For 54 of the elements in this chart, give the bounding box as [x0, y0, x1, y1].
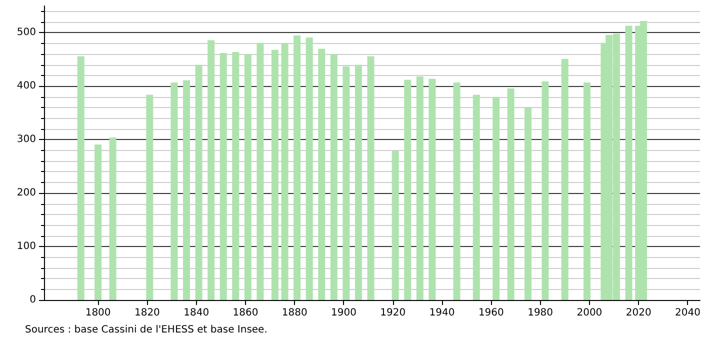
bar: [183, 80, 190, 300]
x-tick-label: 1820: [134, 308, 160, 318]
x-tick-label: 1920: [380, 308, 406, 318]
bar: [271, 50, 278, 300]
bar: [416, 76, 424, 300]
y-tick-label: 300: [16, 134, 36, 146]
bar: [542, 81, 549, 300]
bar: [453, 82, 460, 300]
bar: [404, 80, 412, 300]
bar: [220, 53, 227, 300]
bar: [507, 88, 514, 300]
bar: [294, 35, 301, 300]
bar: [472, 94, 480, 300]
source-note: Sources : base Cassini de l'EHESS et base Insee.: [25, 324, 268, 336]
x-tick-label: 1940: [429, 308, 455, 318]
bar: [561, 58, 568, 300]
bar: [330, 54, 338, 300]
bar: [583, 82, 590, 300]
y-tick-label: 400: [16, 80, 36, 92]
bar: [146, 94, 154, 300]
bar: [354, 64, 362, 300]
y-tick-label: 100: [16, 241, 36, 252]
bar: [170, 82, 178, 300]
bar: [208, 40, 215, 300]
x-tick-label: 1800: [85, 308, 111, 318]
x-tick-label: 1900: [331, 308, 356, 318]
bar: [94, 144, 102, 300]
x-tick-label: 1980: [528, 308, 554, 318]
bar: [244, 54, 252, 300]
x-tick-label: 2000: [576, 308, 602, 318]
bar: [625, 26, 632, 300]
x-tick-label: 1960: [478, 308, 504, 318]
bar: [109, 138, 116, 300]
y-tick-label: 0: [30, 294, 36, 306]
bar: [342, 66, 350, 300]
x-tick-label: 1860: [232, 308, 258, 318]
x-tick-label: 1840: [184, 308, 210, 318]
bar: [524, 108, 532, 300]
bar: [281, 44, 288, 300]
x-tick-label: 2020: [626, 308, 652, 318]
bar: [492, 96, 500, 300]
bar: [367, 56, 374, 300]
y-tick-label: 200: [16, 188, 36, 199]
bar: [232, 52, 240, 300]
bar: [306, 38, 313, 300]
bar: [392, 150, 399, 300]
bar: [428, 78, 436, 300]
bar: [318, 48, 326, 300]
bar: [195, 64, 202, 300]
bar: [256, 42, 264, 300]
y-tick-label: 500: [16, 27, 36, 38]
bar: [77, 56, 84, 300]
x-tick-label: 2040: [674, 308, 700, 318]
x-tick-label: 1880: [282, 308, 308, 318]
